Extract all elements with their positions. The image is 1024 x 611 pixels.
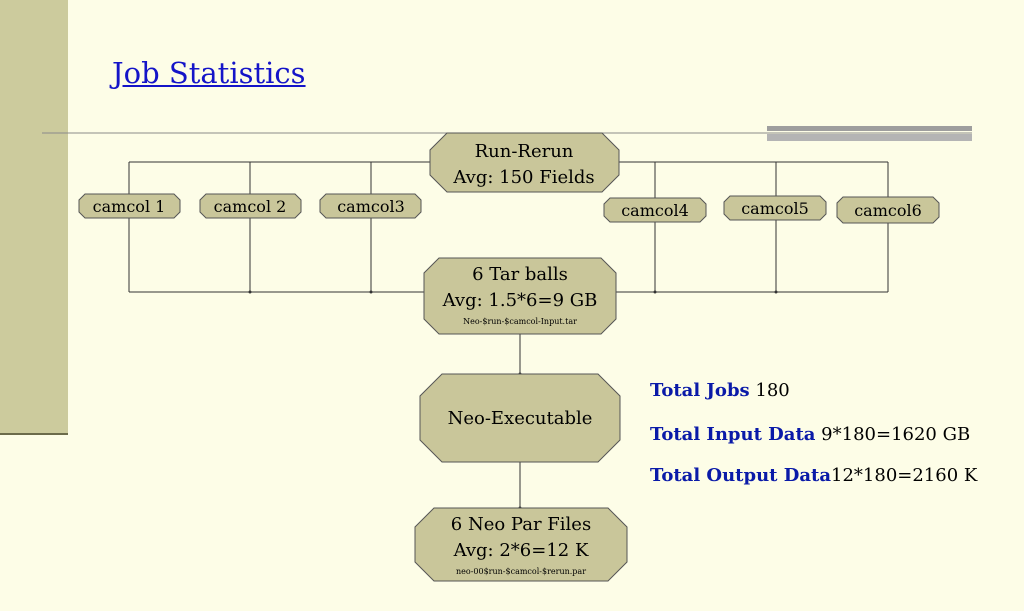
camcol1-node[interactable]: camcol 1 xyxy=(78,193,181,219)
run-rerun-node[interactable]: Run-Rerun Avg: 150 Fields xyxy=(429,132,620,193)
sidebar-edge-line xyxy=(0,433,68,435)
stat-total-input: Total Input Data 9*180=1620 GB xyxy=(650,424,970,445)
camcol6-node[interactable]: camcol6 xyxy=(836,196,940,224)
stat-jobs-value: 180 xyxy=(755,380,790,401)
stat-input-label: Total Input Data xyxy=(650,424,816,445)
camcol4-label: camcol4 xyxy=(621,201,689,220)
stat-total-jobs: Total Jobs 180 xyxy=(650,380,790,401)
executable-node[interactable]: Neo-Executable xyxy=(419,373,621,463)
tarballs-line1: 6 Tar balls xyxy=(472,264,568,285)
camcol5-node[interactable]: camcol5 xyxy=(723,195,827,221)
camcol4-node[interactable]: camcol4 xyxy=(603,197,707,223)
header-bar-bottom xyxy=(767,134,972,141)
par-files-filename: neo-00$run-$camcol-$rerun.par xyxy=(456,567,586,576)
camcol2-node[interactable]: camcol 2 xyxy=(199,193,302,219)
run-rerun-line2: Avg: 150 Fields xyxy=(452,167,594,188)
bottom-connectors xyxy=(128,218,889,508)
camcol3-label: camcol3 xyxy=(337,197,405,216)
tarballs-filename: Neo-$run-$camcol-Input.tar xyxy=(463,317,577,326)
tarballs-node[interactable]: 6 Tar balls Avg: 1.5*6=9 GB Neo-$run-$ca… xyxy=(423,257,617,335)
par-files-node[interactable]: 6 Neo Par Files Avg: 2*6=12 K neo-00$run… xyxy=(414,507,628,582)
par-files-line2: Avg: 2*6=12 K xyxy=(453,540,589,561)
camcol3-node[interactable]: camcol3 xyxy=(319,193,422,219)
page-title[interactable]: Job Statistics xyxy=(112,56,306,90)
tarballs-line2: Avg: 1.5*6=9 GB xyxy=(442,290,598,311)
header-bar-top xyxy=(767,126,972,131)
stat-jobs-label: Total Jobs xyxy=(650,380,750,401)
camcol2-label: camcol 2 xyxy=(214,197,287,216)
camcol6-label: camcol6 xyxy=(854,201,922,220)
camcol5-label: camcol5 xyxy=(741,199,809,218)
stat-total-output: Total Output Data12*180=2160 K xyxy=(650,465,977,486)
camcol1-label: camcol 1 xyxy=(93,197,166,216)
stat-input-value: 9*180=1620 GB xyxy=(821,424,971,445)
sidebar-band xyxy=(0,0,68,435)
par-files-line1: 6 Neo Par Files xyxy=(451,514,591,535)
stat-output-label: Total Output Data xyxy=(650,465,832,486)
stat-output-value: 12*180=2160 K xyxy=(831,465,978,486)
run-rerun-line1: Run-Rerun xyxy=(475,141,574,162)
executable-label: Neo-Executable xyxy=(448,408,593,429)
top-connectors xyxy=(128,161,889,198)
